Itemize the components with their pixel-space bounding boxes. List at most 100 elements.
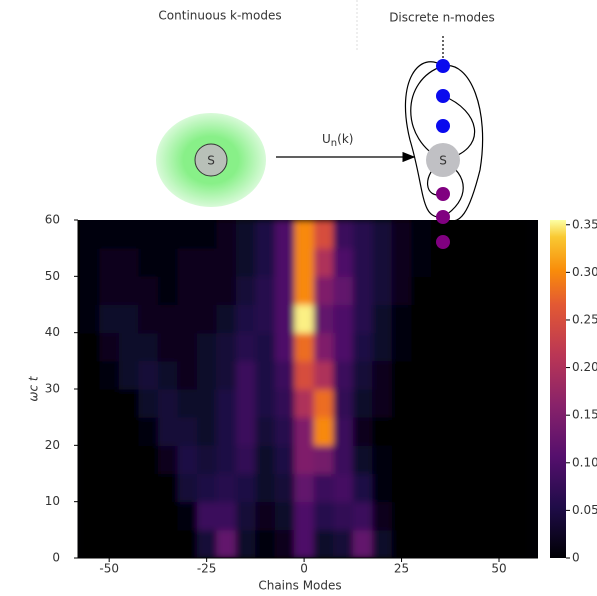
heat-cell [430, 501, 451, 531]
heat-cell [313, 473, 334, 503]
heat-cell [274, 220, 295, 249]
heat-cell [333, 529, 354, 558]
heat-cell [196, 529, 217, 558]
heat-cell [333, 248, 354, 277]
heat-cell [450, 417, 471, 446]
heat-cell [196, 332, 217, 362]
heat-cell [469, 276, 490, 305]
heat-cell [352, 389, 373, 418]
heat-cell [489, 529, 510, 558]
heat-cell [216, 276, 237, 305]
heat-cell [489, 501, 510, 531]
heat-cell [138, 220, 159, 249]
heat-cell [450, 360, 471, 390]
heat-cell [372, 445, 393, 474]
heat-cell [255, 248, 276, 277]
heat-cell [333, 501, 354, 531]
y-tick-label: 30 [45, 382, 60, 396]
heat-cell [255, 360, 276, 390]
heat-cell [391, 417, 412, 446]
heat-cell [489, 360, 510, 390]
colorbar-tick-label: 0.20 [572, 360, 597, 374]
heat-cell [216, 360, 237, 390]
heat-cell [411, 529, 432, 558]
colorbar-tick-label: 0.10 [572, 455, 597, 469]
heat-cell [294, 501, 315, 531]
heat-cell [196, 360, 217, 390]
heat-cell [118, 332, 139, 362]
heat-cell [157, 501, 178, 531]
heat-cell [352, 276, 373, 305]
op-symbol: U [322, 132, 331, 146]
heat-cell [157, 276, 178, 305]
heat-cell [411, 304, 432, 334]
heat-cell [469, 417, 490, 446]
heat-cell [313, 389, 334, 418]
y-tick-label: 50 [45, 269, 60, 283]
heat-cell [157, 332, 178, 362]
heat-cell [450, 473, 471, 503]
heat-cell [216, 501, 237, 531]
heat-cell [508, 276, 529, 305]
heat-cell [489, 445, 510, 474]
heat-cell [157, 248, 178, 277]
heat-cell [255, 529, 276, 558]
heat-cell [294, 332, 315, 362]
heat-cell [450, 248, 471, 277]
heat-cell [391, 332, 412, 362]
heat-cell [313, 501, 334, 531]
heat-cell [450, 501, 471, 531]
heat-cell [99, 529, 120, 558]
heat-cell [79, 445, 100, 474]
heat-cell [255, 220, 276, 249]
heat-cell [469, 360, 490, 390]
heat-cell [196, 445, 217, 474]
heat-cell [489, 248, 510, 277]
heat-cell [352, 248, 373, 277]
x-tick-label: 0 [300, 562, 308, 576]
heat-cell [391, 220, 412, 249]
left-title: Continuous k-modes [158, 9, 281, 23]
heat-cell [508, 473, 529, 503]
heat-cell [177, 304, 198, 334]
heat-cell [177, 445, 198, 474]
heat-cell [99, 501, 120, 531]
heat-cell [430, 248, 451, 277]
heat-cell [508, 389, 529, 418]
heat-cell [489, 304, 510, 334]
heat-cell [216, 473, 237, 503]
heat-cell [99, 332, 120, 362]
heat-cell [450, 389, 471, 418]
heat-cell [99, 473, 120, 503]
heat-cell [274, 473, 295, 503]
heat-cell [274, 501, 295, 531]
heat-cell [372, 501, 393, 531]
heat-cell [79, 332, 100, 362]
y-tick-label: 0 [52, 551, 60, 565]
heat-cell [99, 276, 120, 305]
heat-cell [352, 529, 373, 558]
heat-cell [255, 501, 276, 531]
heat-cell [489, 332, 510, 362]
heat-cell [489, 417, 510, 446]
heat-cell [99, 248, 120, 277]
heat-cell [411, 220, 432, 249]
heat-cell [489, 276, 510, 305]
heat-cell [411, 276, 432, 305]
heat-cell [196, 501, 217, 531]
heat-cell [294, 417, 315, 446]
heat-cell [118, 445, 139, 474]
heat-cell [469, 220, 490, 249]
heat-cell [469, 529, 490, 558]
heat-cell [216, 529, 237, 558]
heat-cell [313, 529, 334, 558]
heat-cell [391, 248, 412, 277]
heat-cell [411, 473, 432, 503]
heat-cell [450, 529, 471, 558]
heat-cell [352, 304, 373, 334]
mode-node [436, 210, 450, 224]
heat-cell [138, 445, 159, 474]
heat-cell [255, 417, 276, 446]
heat-cell [118, 501, 139, 531]
heat-cell [157, 304, 178, 334]
